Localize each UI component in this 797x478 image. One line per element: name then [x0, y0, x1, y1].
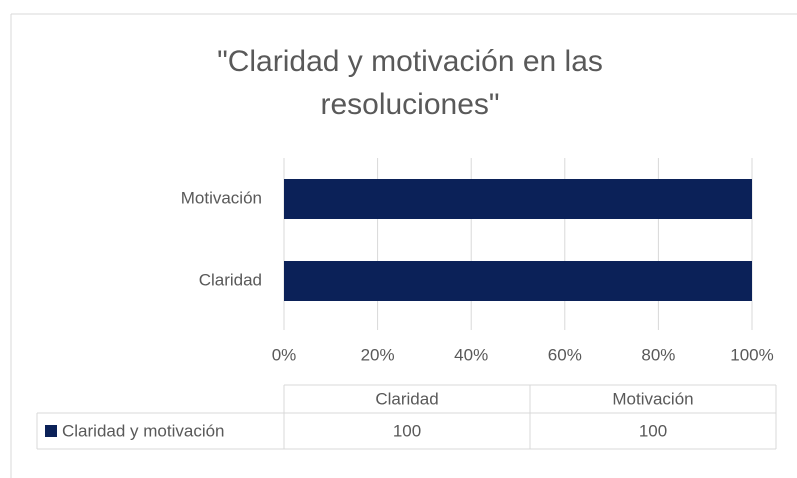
- bar: [284, 261, 752, 301]
- x-tick-label: 40%: [454, 345, 488, 364]
- chart-title: "Claridad y motivación en las resolucion…: [217, 45, 603, 121]
- table-header: Claridad: [375, 389, 438, 408]
- y-tick-label: Motivación: [181, 188, 262, 207]
- x-tick-label: 80%: [641, 345, 675, 364]
- x-tick-label: 60%: [548, 345, 582, 364]
- x-tick-label: 100%: [730, 345, 773, 364]
- table-cell: 100: [639, 421, 667, 440]
- legend-label: Claridad y motivación: [62, 421, 225, 440]
- table-header: Motivación: [612, 389, 693, 408]
- legend-swatch: [45, 425, 57, 437]
- y-tick-label: Claridad: [199, 270, 262, 289]
- x-tick-label: 20%: [361, 345, 395, 364]
- x-tick-label: 0%: [272, 345, 297, 364]
- bar: [284, 179, 752, 219]
- table-cell: 100: [393, 421, 421, 440]
